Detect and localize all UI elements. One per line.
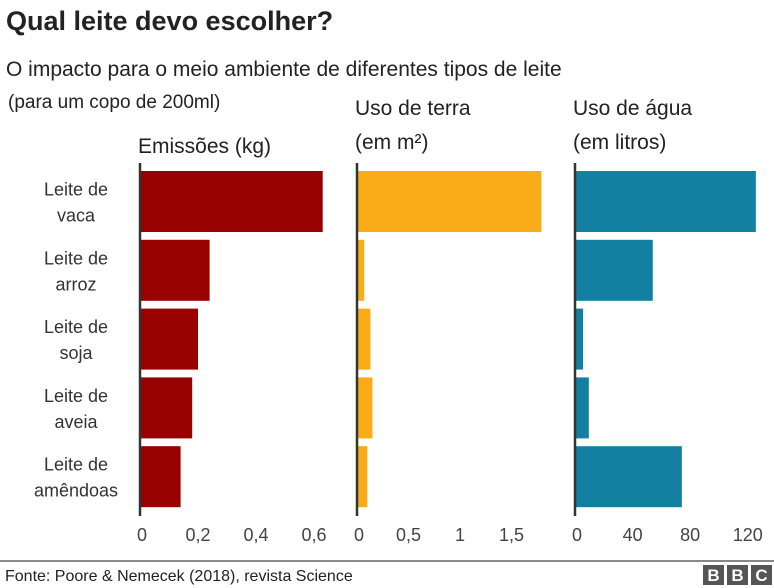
category-label: Leite de [44, 386, 108, 406]
bar [357, 308, 371, 370]
tick-label: 1,5 [499, 525, 524, 545]
bar [140, 308, 198, 370]
tick-label: 0,2 [185, 525, 210, 545]
category-label: arroz [55, 274, 96, 294]
tick-label: 0 [137, 525, 147, 545]
bar [140, 239, 210, 301]
bar [140, 446, 181, 508]
tick-label: 0,5 [396, 525, 421, 545]
category-label: soja [59, 343, 93, 363]
chart-subtitle: O impacto para o meio ambiente de difere… [6, 58, 562, 81]
tick-label: 0,6 [301, 525, 326, 545]
tick-label: 0 [572, 525, 582, 545]
category-label: amêndoas [34, 481, 118, 501]
bar [140, 377, 193, 439]
tick-label: 1 [455, 525, 465, 545]
source-text: Fonte: Poore & Nemecek (2018), revista S… [5, 568, 353, 585]
chart-title: Qual leite devo escolher? [6, 6, 333, 36]
logo-block [727, 565, 748, 585]
bar [575, 446, 682, 508]
bar [357, 377, 373, 439]
panel-title: Uso de água [573, 97, 692, 120]
category-label: vaca [57, 206, 96, 226]
bar [575, 239, 653, 301]
bar [575, 308, 584, 370]
panel-title: (em m²) [355, 131, 428, 154]
category-label: Leite de [44, 180, 108, 200]
category-label: Leite de [44, 455, 108, 475]
logo-letter: C [755, 566, 767, 585]
bar [575, 377, 589, 439]
panel-title: (em litros) [573, 131, 666, 154]
bar [575, 171, 756, 232]
logo-block [703, 565, 724, 585]
category-label: Leite de [44, 317, 108, 337]
category-label: aveia [54, 412, 98, 432]
category-label: Leite de [44, 248, 108, 268]
tick-label: 80 [680, 525, 700, 545]
tick-label: 0 [354, 525, 364, 545]
logo-letter: B [731, 566, 743, 585]
panel-title: Uso de terra [355, 97, 471, 120]
bar [357, 446, 368, 508]
logo-letter: B [707, 566, 719, 585]
bar [357, 171, 542, 232]
tick-label: 120 [733, 525, 763, 545]
chart-note: (para um copo de 200ml) [8, 92, 220, 113]
bar [140, 171, 323, 232]
bar [357, 239, 365, 301]
panel-title: Emissões (kg) [138, 135, 271, 158]
tick-label: 40 [623, 525, 643, 545]
logo-block [751, 565, 772, 585]
tick-label: 0,4 [243, 525, 268, 545]
